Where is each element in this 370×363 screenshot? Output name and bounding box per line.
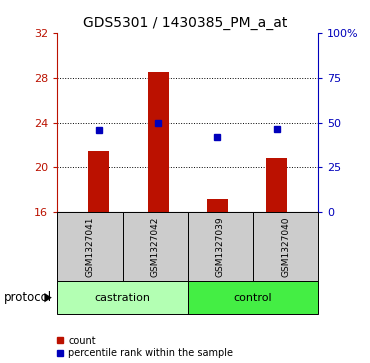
Bar <box>57 212 122 281</box>
Legend: count, percentile rank within the sample: count, percentile rank within the sample <box>57 336 233 358</box>
Bar <box>253 212 318 281</box>
Bar <box>188 212 253 281</box>
Text: GSM1327039: GSM1327039 <box>216 216 225 277</box>
Text: GSM1327041: GSM1327041 <box>85 217 94 277</box>
Bar <box>188 281 318 314</box>
Bar <box>266 158 287 212</box>
Bar <box>57 281 188 314</box>
Bar <box>88 151 109 212</box>
Bar <box>148 72 168 212</box>
Polygon shape <box>44 293 52 302</box>
Text: GDS5301 / 1430385_PM_a_at: GDS5301 / 1430385_PM_a_at <box>83 16 287 30</box>
Text: control: control <box>234 293 272 303</box>
Text: GSM1327042: GSM1327042 <box>151 217 160 277</box>
Bar <box>207 199 228 212</box>
Text: protocol: protocol <box>4 291 52 304</box>
Text: GSM1327040: GSM1327040 <box>281 217 290 277</box>
Text: castration: castration <box>95 293 151 303</box>
Bar <box>122 212 188 281</box>
